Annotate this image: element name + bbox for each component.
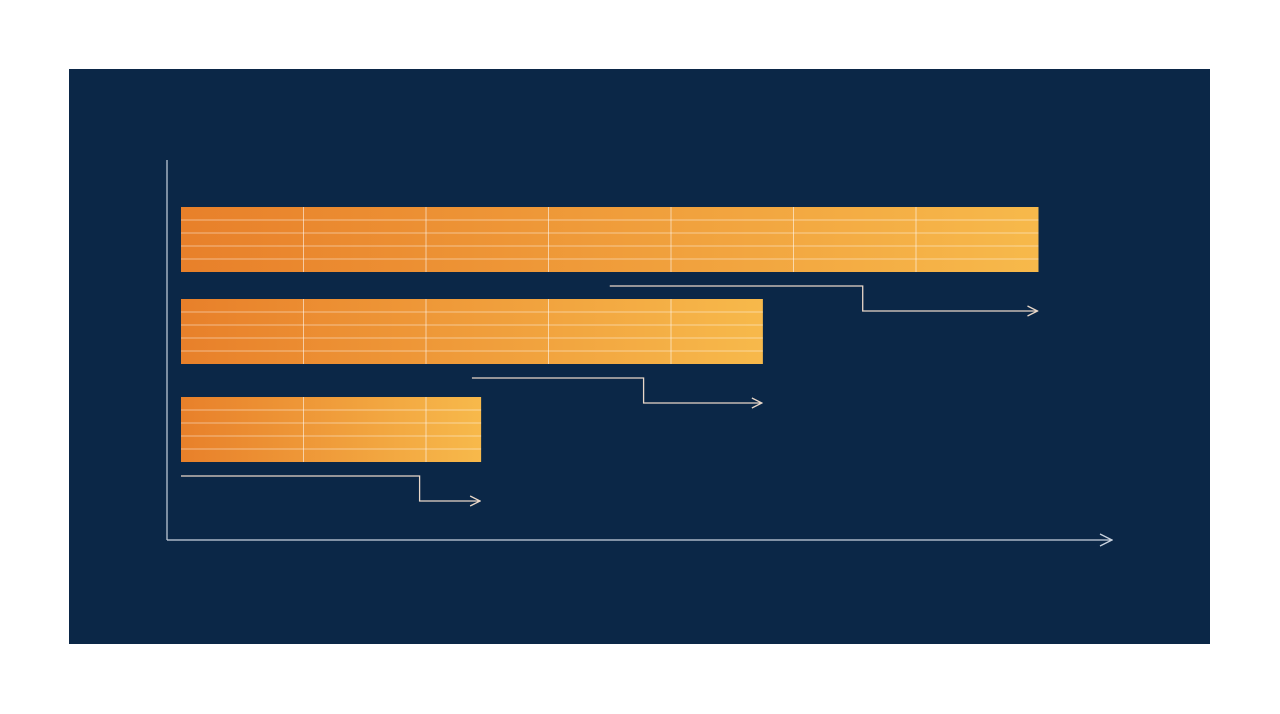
step-arrow [181, 475, 480, 501]
bars [181, 207, 1039, 501]
bar [181, 397, 482, 462]
step-arrow [609, 285, 1038, 311]
step-arrow [471, 377, 762, 403]
bar [181, 299, 763, 364]
bar [181, 207, 1039, 272]
